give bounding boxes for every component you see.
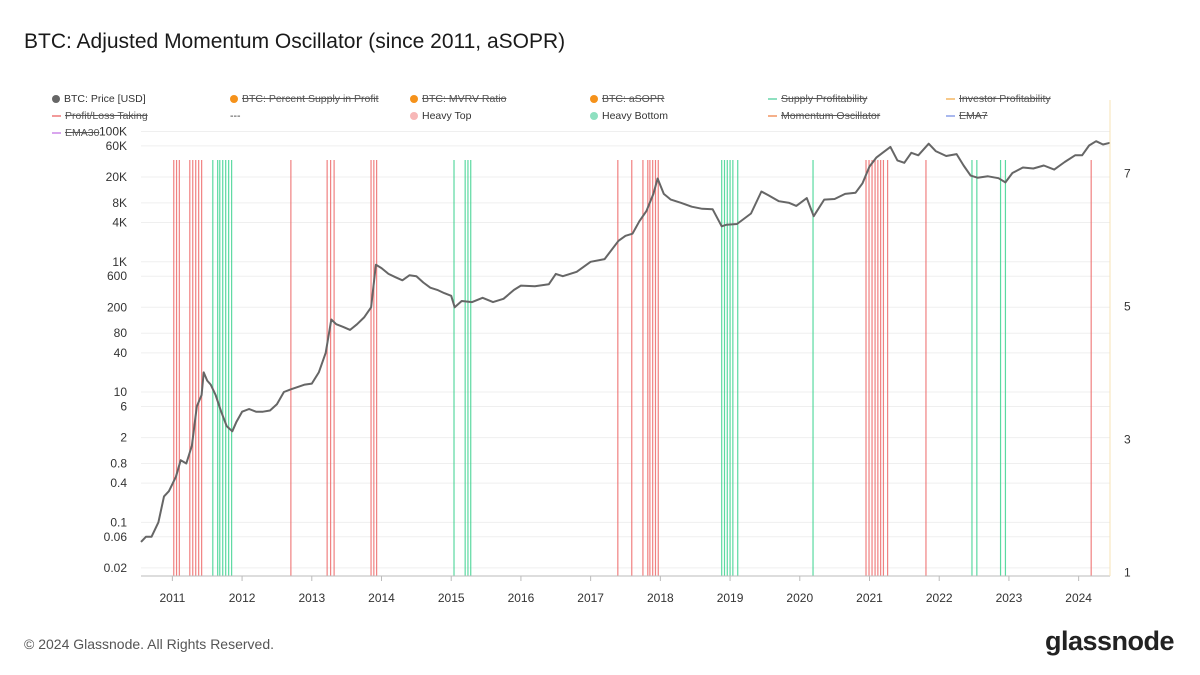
- y-tick-label: 0.1: [110, 515, 127, 529]
- legend-item[interactable]: Heavy Top: [410, 110, 471, 122]
- x-tick-label: 2017: [577, 591, 604, 605]
- legend-item[interactable]: ---: [230, 110, 241, 122]
- legend-label: EMA7: [959, 110, 988, 122]
- x-tick-label: 2020: [786, 591, 813, 605]
- legend-swatch: [590, 112, 598, 120]
- x-tick-label: 2023: [996, 591, 1023, 605]
- legend-item[interactable]: BTC: MVRV Ratio: [410, 93, 506, 105]
- legend-item[interactable]: Supply Profitability: [768, 93, 867, 105]
- legend-label: EMA30: [65, 127, 100, 139]
- legend-label: BTC: aSOPR: [602, 93, 665, 105]
- legend-item[interactable]: Investor Profitability: [946, 93, 1051, 105]
- y2-tick-label: 1: [1124, 566, 1131, 580]
- x-tick-label: 2019: [717, 591, 744, 605]
- y-tick-label: 0.02: [104, 561, 128, 575]
- legend-label: Heavy Bottom: [602, 110, 668, 122]
- legend-label: BTC: MVRV Ratio: [422, 93, 507, 105]
- y2-tick-label: 3: [1124, 433, 1131, 447]
- legend-label: Heavy Top: [422, 110, 472, 122]
- legend-label: ---: [230, 110, 241, 122]
- chart-title: BTC: Adjusted Momentum Oscillator (since…: [24, 30, 566, 53]
- x-tick-label: 2022: [926, 591, 953, 605]
- copyright-footer: © 2024 Glassnode. All Rights Reserved.: [24, 636, 275, 652]
- legend-swatch: [410, 95, 418, 103]
- legend-label: BTC: Price [USD]: [64, 93, 146, 105]
- y-tick-label: 0.8: [110, 456, 127, 470]
- legend-swatch: [52, 115, 61, 117]
- price-line: [140, 140, 1111, 543]
- x-tick-label: 2016: [508, 591, 535, 605]
- legend-swatch: [52, 132, 61, 134]
- y-tick-label: 600: [107, 269, 127, 283]
- x-tick-label: 2012: [229, 591, 256, 605]
- legend-label: Momentum Oscillator: [781, 110, 881, 122]
- legend-label: Supply Profitability: [781, 93, 868, 105]
- legend-item[interactable]: BTC: Price [USD]: [52, 93, 146, 105]
- x-tick-label: 2013: [298, 591, 325, 605]
- x-tick-label: 2024: [1065, 591, 1092, 605]
- y-tick-label: 60K: [106, 139, 127, 153]
- legend-label: Investor Profitability: [959, 93, 1051, 105]
- legend-item[interactable]: EMA30: [52, 127, 99, 139]
- y2-tick-label: 7: [1124, 166, 1131, 180]
- y-tick-label: 8K: [112, 196, 127, 210]
- y-tick-label: 100K: [99, 124, 127, 138]
- legend-swatch: [52, 95, 60, 103]
- legend-item[interactable]: EMA7: [946, 110, 988, 122]
- legend-swatch: [410, 112, 418, 120]
- legend-swatch: [230, 95, 238, 103]
- legend-item[interactable]: BTC: aSOPR: [590, 93, 664, 105]
- legend-swatch: [946, 98, 955, 100]
- legend-label: BTC: Percent Supply in Profit: [242, 93, 379, 105]
- y-tick-label: 2: [120, 431, 127, 445]
- y-tick-label: 20K: [106, 170, 127, 184]
- y-tick-label: 0.06: [104, 530, 128, 544]
- x-tick-label: 2018: [647, 591, 674, 605]
- legend-swatch: [590, 95, 598, 103]
- glassnode-logo: glassnode: [1044, 626, 1175, 656]
- legend: BTC: Price [USD] BTC: Percent Supply in P…: [52, 93, 1132, 143]
- legend-item[interactable]: BTC: Percent Supply in Profit: [230, 93, 379, 105]
- y-tick-label: 4K: [112, 216, 127, 230]
- legend-swatch: [768, 115, 777, 117]
- x-tick-label: 2021: [856, 591, 883, 605]
- legend-label: Profit/Loss Taking: [65, 110, 148, 122]
- x-tick-label: 2011: [159, 591, 185, 605]
- y2-tick-label: 5: [1124, 299, 1131, 313]
- y-tick-label: 40: [114, 346, 128, 360]
- legend-swatch: [768, 98, 777, 100]
- x-tick-label: 2014: [368, 591, 395, 605]
- legend-item[interactable]: Momentum Oscillator: [768, 110, 880, 122]
- y-tick-label: 0.4: [110, 476, 127, 490]
- x-tick-label: 2015: [438, 591, 465, 605]
- legend-item[interactable]: Heavy Bottom: [590, 110, 668, 122]
- y-tick-label: 6: [120, 399, 127, 413]
- y-tick-label: 10: [114, 385, 128, 399]
- y-tick-label: 200: [107, 300, 127, 314]
- legend-swatch: [946, 115, 955, 117]
- y-tick-label: 80: [114, 326, 128, 340]
- legend-item[interactable]: Profit/Loss Taking: [52, 110, 148, 122]
- y-tick-label: 1K: [112, 255, 127, 269]
